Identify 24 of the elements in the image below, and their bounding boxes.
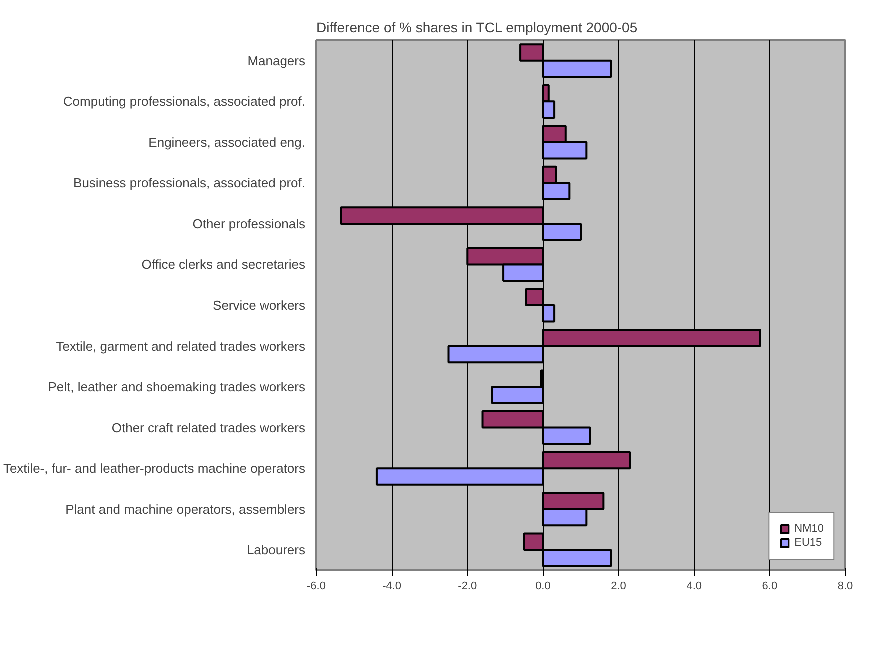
y-tick-label: Textile, garment and related trades workers [56,338,306,354]
y-tick-label: Plant and machine operators, assemblers [66,502,306,517]
x-tick-label: -4.0 [382,580,402,592]
y-tick-label: Textile-, fur- and leather-products machine operators [3,461,306,476]
y-tick-label: Engineers, associated eng. [148,134,306,150]
x-tick-label: 8.0 [838,580,854,592]
x-tick-label: -6.0 [307,580,326,592]
x-tick-label: 2.0 [611,580,626,592]
y-tick-label: Labourers [246,542,306,558]
y-tick-label: Other craft related trades workers [112,420,306,436]
legend-label: EU15 [794,537,822,549]
y-tick-label: Pelt, leather and shoemaking trades workers [48,380,306,395]
x-tick-label: 4.0 [686,580,702,592]
y-tick-label: Other professionals [192,216,306,232]
x-tick-label: 0.0 [536,580,551,592]
chart-title: Difference of % shares in TCL employment 2000-05 [316,20,638,36]
x-tick-label: 6.0 [762,580,778,592]
x-tick-label: -2.0 [458,580,478,592]
y-tick-label: Managers [248,53,306,68]
legend-label: NM10 [794,523,824,535]
y-tick-label: Service workers [213,298,306,313]
y-tick-label: Computing professionals, associated prof. [63,94,306,110]
y-tick-label: Business professionals, associated prof. [74,176,306,191]
y-tick-label: Office clerks and secretaries [142,257,306,272]
